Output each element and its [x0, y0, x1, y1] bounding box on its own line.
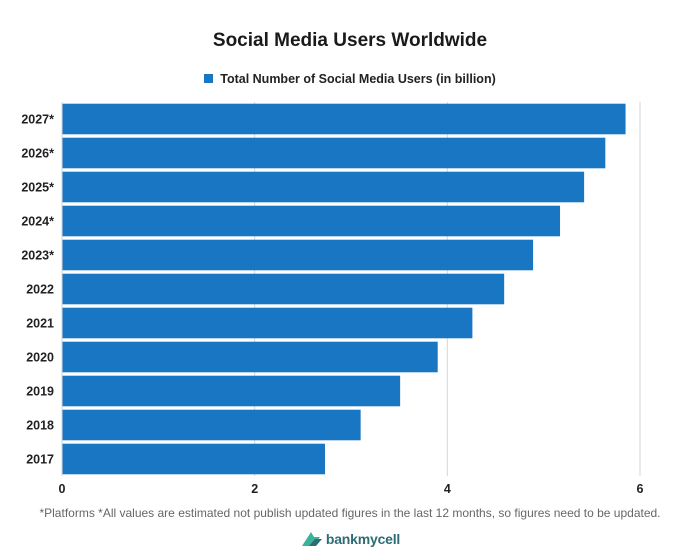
x-tick-label: 4: [444, 482, 451, 496]
bar: [62, 171, 585, 203]
bar: [62, 239, 534, 271]
y-tick-label: 2025*: [21, 181, 54, 195]
bar-chart: 0 2 4 6 2027* 2026* 2025* 2024* 2023* 2022 2021 202…: [21, 102, 644, 496]
bar: [62, 375, 401, 407]
y-tick-label: 2027*: [21, 113, 54, 127]
x-tick-label: 2: [251, 482, 258, 496]
legend-label: Total Number of Social Media Users (in b…: [220, 72, 496, 86]
chart-title: Social Media Users Worldwide: [212, 30, 488, 51]
legend-swatch: [204, 74, 214, 83]
y-tick-label: 2024*: [21, 215, 54, 229]
brand-logo: bankmycell: [0, 530, 700, 548]
bar: [62, 137, 606, 169]
chart-legend: Total Number of Social Media Users (in b…: [0, 72, 700, 86]
bar: [62, 273, 505, 305]
y-tick-label: 2020: [26, 351, 54, 365]
x-tick-label: 0: [59, 482, 66, 496]
bar: [62, 205, 561, 237]
y-tick-label: 2017: [26, 453, 54, 467]
y-tick-label: 2022: [26, 283, 54, 297]
bar: [62, 409, 361, 441]
y-tick-label: 2021: [26, 317, 54, 331]
brand-name: bankmycell: [325, 531, 401, 547]
bar: [62, 103, 626, 135]
y-tick-label: 2018: [26, 419, 54, 433]
bar: [62, 341, 438, 373]
bar: [62, 443, 325, 475]
y-tick-label: 2023*: [21, 249, 54, 263]
x-tick-label: 6: [637, 482, 644, 496]
y-tick-label: 2026*: [21, 147, 54, 161]
bar: [62, 307, 473, 339]
bankmycell-logo-icon: [301, 532, 322, 546]
footnote: *Platforms *All values are estimated not…: [39, 506, 661, 520]
y-tick-label: 2019: [26, 385, 54, 399]
